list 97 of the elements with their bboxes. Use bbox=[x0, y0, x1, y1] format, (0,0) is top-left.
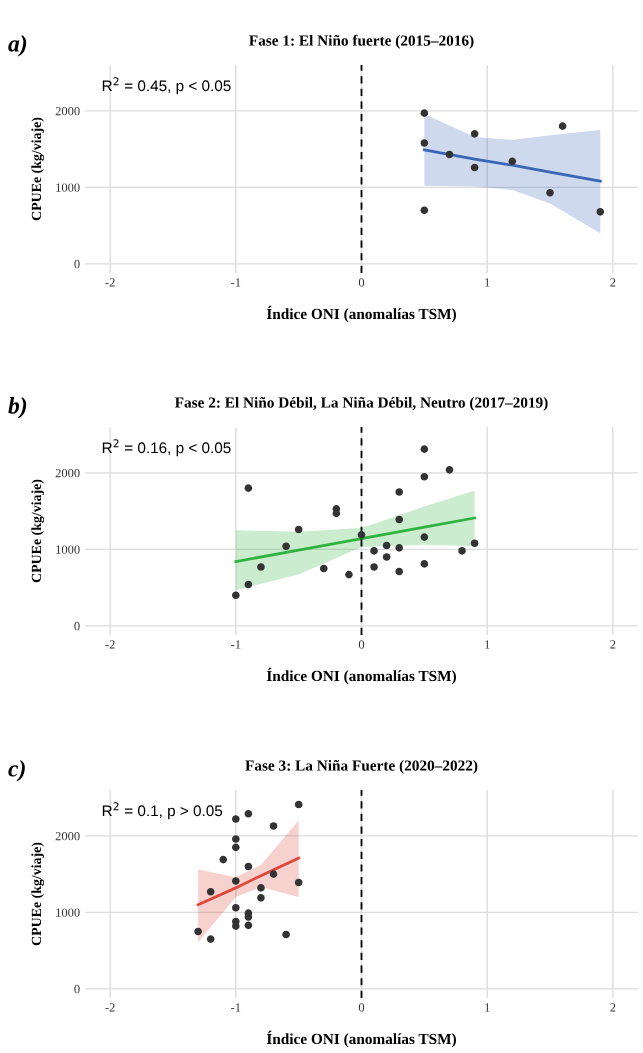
y-tick-label: 0 bbox=[74, 984, 80, 994]
x-tick-label: 2 bbox=[610, 640, 616, 649]
point bbox=[470, 539, 479, 548]
point bbox=[395, 488, 404, 496]
chart-title: Fase 2: El Niño Débil, La Niña Débil, Neutro (2017–2019) bbox=[174, 396, 548, 411]
x-tick-label: 1 bbox=[485, 1003, 490, 1012]
x-tick-label: 0 bbox=[358, 1003, 365, 1012]
point bbox=[357, 531, 366, 539]
point bbox=[232, 922, 240, 930]
point bbox=[420, 472, 429, 481]
x-tick-label: -2 bbox=[105, 1003, 115, 1012]
point bbox=[269, 870, 278, 878]
point bbox=[219, 855, 228, 864]
x-tick-label: 1 bbox=[485, 640, 490, 649]
point bbox=[420, 445, 429, 453]
point bbox=[257, 894, 265, 902]
point bbox=[244, 921, 253, 930]
point bbox=[470, 130, 479, 138]
point bbox=[395, 567, 404, 576]
point bbox=[445, 466, 454, 474]
point bbox=[244, 580, 253, 589]
y-axis-title: CPUEe (kg/viaje) bbox=[31, 842, 45, 946]
point bbox=[445, 150, 454, 159]
point bbox=[269, 822, 278, 830]
point bbox=[345, 570, 353, 579]
point bbox=[257, 563, 265, 571]
x-tick-label: -1 bbox=[231, 1003, 241, 1012]
point bbox=[382, 541, 391, 550]
annotation: R$^{2}$ = 0.16, p < 0.05 bbox=[102, 439, 231, 457]
point bbox=[294, 878, 303, 887]
point bbox=[319, 564, 328, 573]
line-series bbox=[422, 148, 602, 183]
point bbox=[232, 843, 240, 852]
point bbox=[382, 553, 391, 561]
x-tick-label: 1 bbox=[485, 278, 490, 287]
x-tick-label: 0 bbox=[358, 640, 365, 649]
y-axis-title: CPUEe (kg/viaje) bbox=[31, 479, 45, 583]
point bbox=[232, 591, 240, 600]
point bbox=[420, 560, 429, 568]
point bbox=[420, 206, 429, 215]
point bbox=[194, 927, 202, 936]
point bbox=[232, 835, 240, 843]
point bbox=[370, 563, 378, 571]
point bbox=[282, 930, 290, 939]
x-axis-title: Índice ONI (anomalías TSM) bbox=[266, 305, 456, 323]
annotation: R$^{2}$ = 0.45, p < 0.05 bbox=[102, 77, 231, 95]
y-tick-label: 1000 bbox=[56, 545, 80, 554]
chart-title: Fase 3: La Niña Fuerte (2020–2022) bbox=[245, 759, 478, 774]
text: b) bbox=[8, 397, 27, 419]
text: a) bbox=[8, 35, 27, 57]
point bbox=[458, 547, 466, 555]
x-tick-label: -2 bbox=[105, 640, 115, 649]
point bbox=[244, 862, 253, 871]
point bbox=[395, 544, 404, 552]
y-tick-label: 2000 bbox=[55, 831, 80, 841]
point bbox=[558, 122, 567, 130]
y-axis-title: CPUEe (kg/viaje) bbox=[31, 117, 45, 221]
annotation: R$^{2}$ = 0.1, p > 0.05 bbox=[102, 802, 223, 820]
point bbox=[244, 809, 253, 818]
y-tick-label: 0 bbox=[74, 621, 80, 631]
point bbox=[244, 913, 253, 921]
point bbox=[470, 163, 479, 172]
y-tick-label: 2000 bbox=[55, 106, 80, 116]
x-tick-label: 0 bbox=[358, 278, 365, 287]
x-tick-label: -2 bbox=[105, 278, 115, 287]
point bbox=[420, 109, 429, 117]
y-tick-label: 1000 bbox=[56, 908, 80, 917]
x-axis-title: Índice ONI (anomalías TSM) bbox=[266, 1030, 456, 1048]
point bbox=[546, 188, 554, 197]
line-series bbox=[196, 856, 301, 907]
point bbox=[257, 884, 265, 892]
y-tick-label: 0 bbox=[74, 259, 80, 269]
x-tick-label: -1 bbox=[231, 640, 241, 649]
point bbox=[232, 903, 240, 912]
point bbox=[232, 815, 240, 823]
point bbox=[294, 525, 303, 534]
point bbox=[420, 533, 429, 541]
point bbox=[395, 515, 404, 524]
point bbox=[596, 208, 605, 216]
y-tick-label: 2000 bbox=[55, 468, 80, 478]
point bbox=[244, 484, 253, 492]
point bbox=[206, 935, 215, 943]
point bbox=[420, 139, 429, 147]
point bbox=[508, 157, 517, 166]
point bbox=[370, 547, 378, 555]
x-axis-title: Índice ONI (anomalías TSM) bbox=[266, 667, 456, 685]
point bbox=[232, 877, 240, 885]
line-series bbox=[234, 516, 476, 563]
x-tick-label: 2 bbox=[610, 1003, 616, 1012]
x-tick-label: 2 bbox=[610, 278, 616, 287]
x-tick-label: -1 bbox=[231, 278, 241, 287]
y-tick-label: 1000 bbox=[56, 183, 80, 192]
point bbox=[282, 542, 290, 551]
point bbox=[206, 887, 215, 896]
point bbox=[294, 800, 303, 809]
text: c) bbox=[8, 760, 25, 782]
chart-title: Fase 1: El Niño fuerte (2015–2016) bbox=[249, 34, 474, 49]
